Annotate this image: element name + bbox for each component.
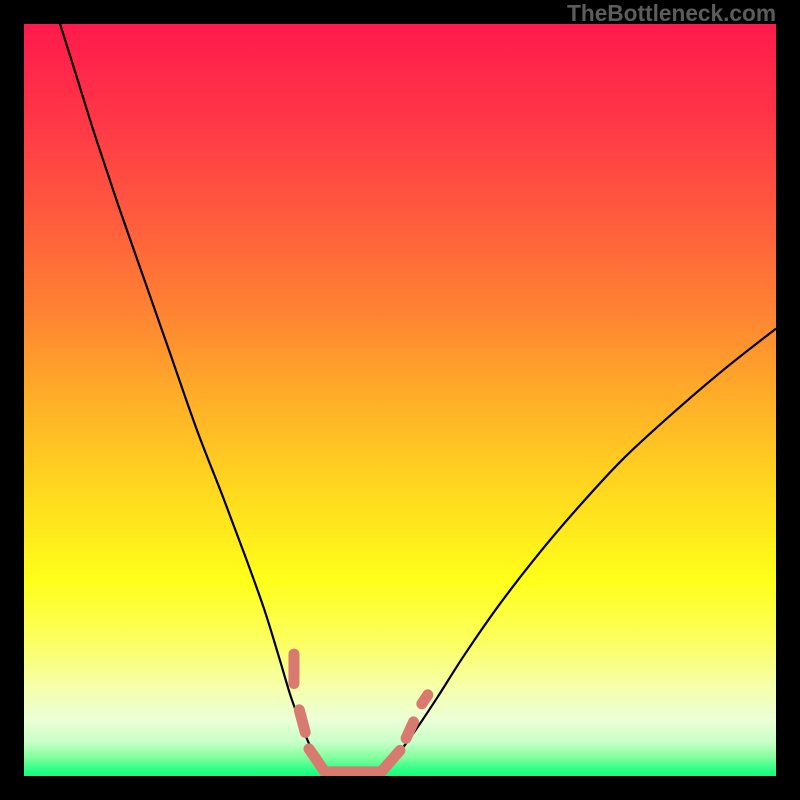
- watermark-text: TheBottleneck.com: [567, 0, 776, 27]
- marker-right-arm: [381, 750, 400, 771]
- chart-svg: [24, 24, 776, 776]
- chart-frame: TheBottleneck.com: [0, 0, 800, 800]
- bottleneck-curve: [60, 24, 776, 776]
- plot-area: [24, 24, 776, 776]
- marker-left-arm-upper: [299, 710, 305, 733]
- optimal-range-marker: [294, 654, 428, 772]
